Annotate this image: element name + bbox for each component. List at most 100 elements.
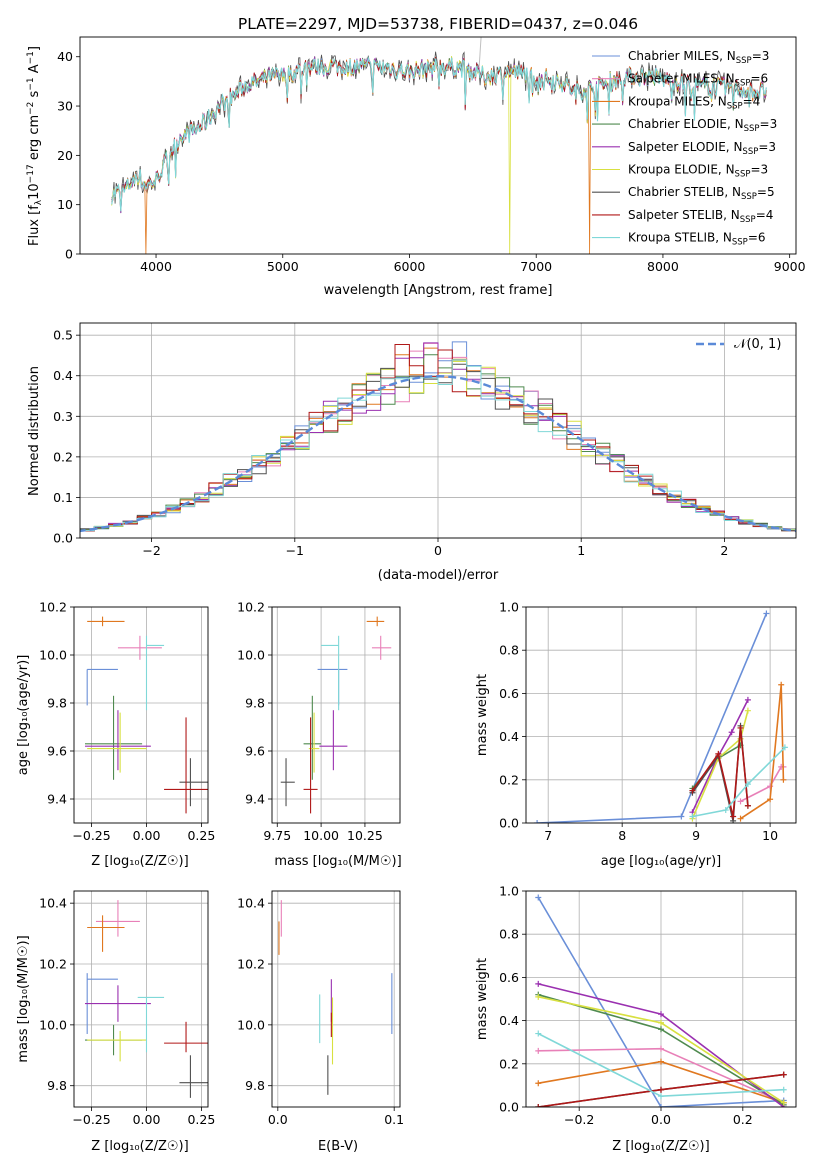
age-z-xtick: 0.00 [133, 823, 161, 843]
mass-z-xtick: 0.25 [187, 1107, 215, 1127]
mass-z-ytick: 10.0 [39, 1017, 74, 1032]
weight-marker [535, 993, 542, 1000]
mw-z-xlabel: Z [log₁₀(Z/Z☉)] [612, 1139, 709, 1154]
legend-n: N [733, 140, 742, 154]
normal-curve [80, 374, 796, 533]
legend-entry-salpeter-stelib: Salpeter STELIB, NSSP=4 [628, 208, 773, 225]
legend-n-value: 6 [761, 72, 769, 86]
legend-model-name: Salpeter ELODIE [628, 140, 726, 154]
legend-n-value: 4 [753, 94, 761, 108]
mass-z-xtick-label: 0.25 [187, 1112, 215, 1127]
age-z-xtick: 0.25 [187, 823, 215, 843]
legend-n-value: 4 [766, 208, 774, 222]
weight-marker [658, 1093, 664, 1100]
errorbar-kroupa-elodie [87, 712, 147, 773]
legend-sep: , [727, 117, 735, 131]
legend-n-sub: SSP [735, 79, 751, 89]
residuals-xtick: −1 [286, 538, 304, 558]
spectrum-ytick: 30 [57, 99, 80, 114]
mass-z-xtick: 0.00 [133, 1107, 160, 1127]
age-z-ylabel: age [log₁₀(age/yr)] [16, 655, 31, 776]
weight-marker [737, 798, 744, 805]
mw-z-xtick: −0.2 [564, 1107, 594, 1127]
weight-line-salpeter-stelib [691, 727, 749, 817]
weight-marker [744, 707, 751, 714]
spectrum-xtick: 7000 [520, 254, 552, 274]
mass-ebv-plot [272, 891, 400, 1107]
age-mass-ytick-label: 9.8 [245, 696, 265, 711]
mw-age-ytick: 0.6 [499, 686, 526, 701]
spectrum-xtick: 5000 [267, 254, 299, 274]
mw-z-ytick: 0.2 [499, 1056, 526, 1071]
mw-age-ytick-label: 0.2 [499, 772, 519, 787]
weight-marker [763, 610, 770, 617]
legend-n-sub: SSP [744, 124, 760, 134]
spectrum-ytick: 40 [57, 49, 80, 64]
weight-marker [778, 681, 785, 688]
errorbar-salpeter-miles [117, 635, 162, 660]
legend-model-name: Kroupa STELIB [628, 231, 715, 245]
legend-entry-chabrier-stelib: Chabrier STELIB, NSSP=5 [628, 185, 775, 202]
mw-z-frame [525, 890, 797, 1108]
mw-z-ytick-label: 0.4 [499, 1013, 519, 1028]
errorbar-chabrier-stelib [280, 758, 295, 807]
mw-age-frame [525, 606, 797, 824]
mass-z-xlabel: Z [log₁₀(Z/Z☉)] [91, 1139, 188, 1154]
errorbar-salpeter-elodie [319, 710, 348, 771]
spectrum-axes: 4000 5000 6000 7000 8000 9000 0 10 20 30 40 [57, 36, 806, 274]
spectrum-ytick-label: 30 [57, 99, 73, 114]
errorbar-chabrier-stelib [179, 758, 208, 807]
age-mass-content [280, 616, 392, 814]
age-mass-ytick-label: 9.6 [245, 744, 265, 759]
legend-entry-salpeter-miles: Salpeter MILES, NSSP=6 [628, 72, 768, 89]
spectrum-content [111, 37, 767, 254]
mass-ebv-ytick: 9.8 [245, 1078, 272, 1093]
errorbar-salpeter-stelib [303, 717, 318, 814]
errorbar-salpeter-elodie [84, 710, 151, 771]
residuals-ytick-label: 0.5 [53, 328, 73, 343]
weight-marker [658, 1086, 664, 1093]
spectrum-series-kroupa-stelib [111, 56, 767, 212]
age-mass-xtick: 10.00 [303, 823, 339, 843]
weight-line-chabrier-miles [537, 613, 768, 823]
mw-age-xtick: 9 [692, 823, 700, 843]
weight-marker [658, 1058, 664, 1065]
weight-marker [780, 1086, 787, 1093]
mass-ebv-content [278, 900, 393, 1095]
mw-z-xtick: 0.0 [651, 1107, 671, 1127]
spectrum-ytick-label: 20 [57, 148, 73, 163]
residuals-ytick: 0.1 [53, 490, 80, 505]
legend-eq: = [758, 140, 768, 154]
weight-marker [781, 744, 788, 751]
age-mass-xtick: 9.75 [263, 823, 291, 843]
mw-age-ytick-label: 0.4 [499, 729, 519, 744]
mass-z-xtick-label: −0.25 [72, 1112, 110, 1127]
legend-n-value: 3 [770, 117, 778, 131]
residuals-ytick: 0.3 [53, 409, 80, 424]
mw-age-ytick-label: 0.0 [499, 816, 519, 831]
age-mass-xtick-label: 10.00 [303, 828, 339, 843]
mass-z-ytick: 9.8 [47, 1078, 74, 1093]
legend-eq: = [756, 208, 766, 222]
age-z-xtick-label: 0.00 [133, 828, 161, 843]
age-z-xtick-label: 0.25 [187, 828, 215, 843]
weight-marker [689, 813, 696, 820]
spectrum-xtick-label: 8000 [647, 259, 679, 274]
mw-age-xtick: 10 [762, 823, 778, 843]
legend-n-value: 3 [761, 163, 769, 177]
errorbar-kroupa-miles [366, 616, 385, 627]
mw-age-ytick-label: 0.8 [499, 643, 519, 658]
age-z-ytick: 9.8 [47, 696, 74, 711]
mass-z-ytick: 10.2 [39, 957, 74, 972]
spectrum-spike [478, 37, 482, 67]
age-z-ytick-label: 9.4 [47, 792, 67, 807]
residuals-ytick: 0.2 [53, 449, 80, 464]
residuals-xtick-label: 1 [577, 543, 585, 558]
legend-eq: = [757, 185, 767, 199]
weight-line-kroupa-miles [740, 684, 785, 820]
legend-entry-kroupa-elodie: Kroupa ELODIE, NSSP=3 [628, 163, 768, 180]
weight-marker [744, 781, 751, 788]
spectrum-frame [79, 36, 797, 255]
age-z-xlabel: Z [log₁₀(Z/Z☉)] [91, 854, 188, 869]
age-z-ytick: 9.6 [47, 744, 74, 759]
